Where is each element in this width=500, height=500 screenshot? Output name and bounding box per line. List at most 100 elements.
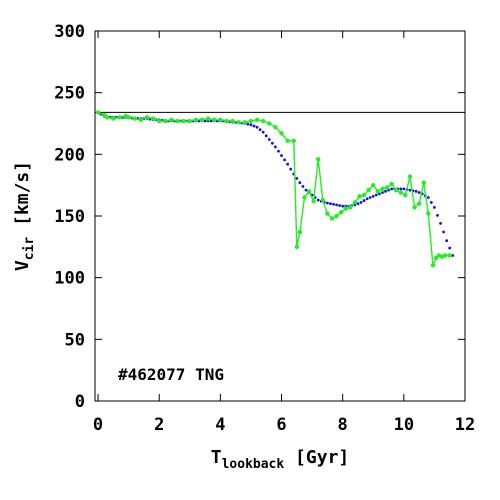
series-dot (332, 202, 335, 206)
series-dot (270, 141, 274, 145)
series-dot (267, 138, 271, 141)
series-dot (335, 203, 338, 207)
series-dot (258, 128, 262, 132)
series-marker (357, 194, 362, 199)
series-dot (277, 149, 280, 153)
y-axis-title-main: V (12, 260, 33, 271)
series-dot (274, 145, 277, 149)
series-marker (447, 253, 452, 258)
series-marker (205, 116, 211, 121)
series-dot (316, 198, 320, 202)
series-line (97, 111, 450, 266)
x-tick-label: 0 (93, 415, 103, 435)
series-dot (365, 197, 369, 201)
series-dot (249, 123, 253, 127)
series-marker (218, 117, 223, 123)
series-marker (144, 115, 150, 120)
series-dot (329, 202, 332, 206)
series-marker (242, 120, 248, 125)
series-dot (362, 199, 366, 202)
series-dot (417, 191, 421, 194)
series-marker (348, 205, 353, 210)
series-marker (254, 117, 260, 123)
series-marker (236, 120, 241, 125)
series-marker (433, 255, 439, 261)
series-marker (306, 189, 312, 194)
series-dot (408, 188, 412, 192)
y-tick-label: 150 (54, 207, 85, 227)
series-dot (368, 196, 372, 199)
series-marker (329, 216, 335, 221)
series-dot (295, 176, 299, 180)
series-marker (279, 131, 284, 136)
x-axis-title-sub: lookback (222, 457, 285, 472)
series-marker (169, 117, 174, 123)
x-tick-label: 12 (455, 415, 475, 435)
series-dot (325, 201, 329, 205)
series-dot (289, 167, 293, 171)
series-dot (301, 185, 305, 188)
series-marker (157, 118, 162, 124)
series-dot (246, 122, 250, 126)
series-dot (298, 181, 302, 185)
series-marker (442, 253, 448, 258)
x-tick-label: 10 (394, 415, 414, 435)
x-tick-label: 2 (154, 415, 164, 435)
series-marker (384, 185, 390, 190)
y-axis-title: Vcir [km/s] (12, 161, 37, 271)
series-dot (429, 201, 433, 204)
series-marker (285, 138, 290, 143)
series-marker (181, 118, 186, 124)
series-dot (399, 187, 403, 191)
series-marker (138, 117, 144, 123)
series-marker (273, 125, 278, 130)
series-dot (209, 119, 213, 123)
series-dot (433, 205, 436, 209)
series-marker (150, 116, 156, 121)
series-dot (261, 130, 265, 134)
series-marker (343, 206, 348, 211)
series-marker (325, 211, 330, 216)
x-axis-title-main: T (211, 447, 222, 468)
tick-layer: 0 2 4 6 8 10 12 0 50 100 150 200 250 300 (54, 22, 475, 435)
series-dot (283, 158, 286, 162)
series-dot (439, 222, 442, 225)
series-marker (320, 197, 326, 203)
series-dot (448, 246, 452, 250)
series-marker (132, 116, 137, 121)
series-marker (105, 115, 110, 120)
series-marker (117, 115, 122, 120)
series-dot (371, 194, 375, 198)
series-marker (338, 210, 344, 215)
series-marker (361, 192, 367, 198)
y-tick-label: 50 (65, 330, 85, 350)
annotation-label: #462077 TNG (118, 365, 224, 384)
y-tick-label: 300 (54, 22, 85, 42)
series-marker (316, 157, 321, 162)
series-marker (352, 200, 358, 205)
series-marker (294, 244, 300, 250)
y-tick-label: 100 (54, 269, 85, 289)
series-dot (356, 202, 360, 206)
series-1 (95, 110, 452, 268)
series-dot (451, 254, 455, 257)
series-dot (304, 188, 308, 192)
series-dot (436, 213, 439, 217)
series-marker (199, 117, 205, 123)
series-dot (445, 239, 449, 243)
x-tick-label: 6 (276, 415, 286, 435)
series-marker (187, 118, 192, 124)
series-marker (430, 263, 436, 268)
series-marker (393, 187, 399, 193)
series-marker (426, 211, 431, 216)
series-marker (212, 117, 217, 123)
y-axis-title-sub: cir (22, 237, 37, 261)
series-marker (311, 199, 316, 204)
series-marker (366, 187, 371, 193)
series-marker (302, 195, 307, 200)
y-axis-title-tail: [km/s] (12, 161, 33, 237)
series-dot (286, 162, 290, 166)
y-tick-label: 0 (75, 392, 85, 412)
x-axis-title-tail: [Gyr] (284, 447, 349, 468)
